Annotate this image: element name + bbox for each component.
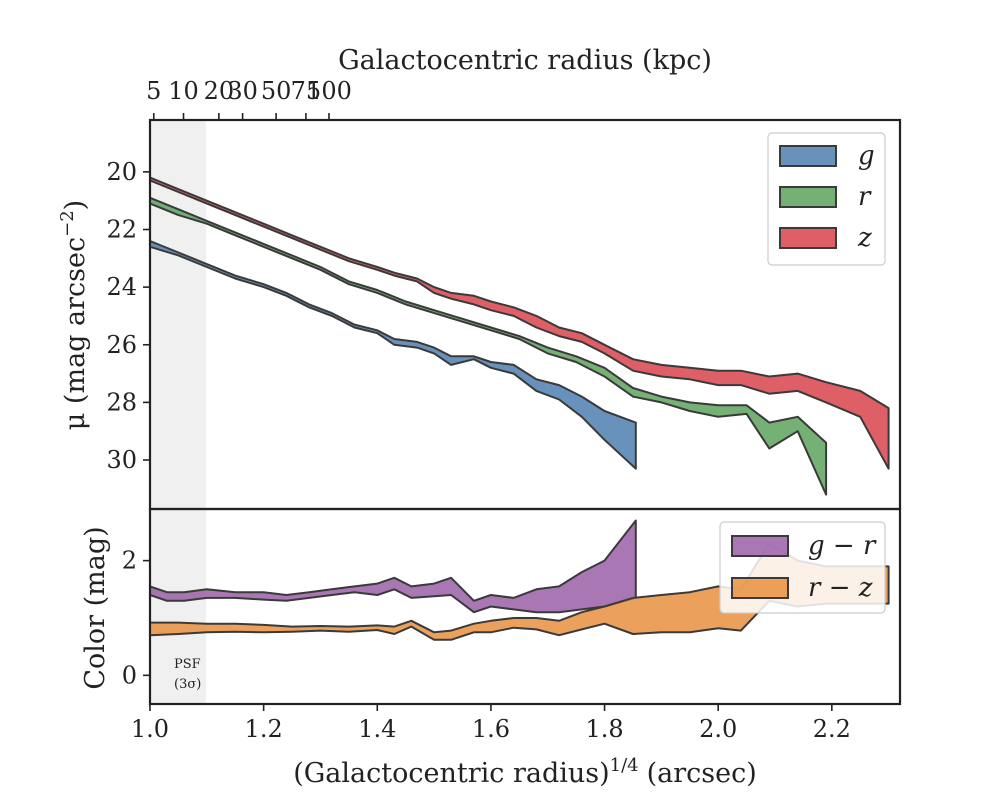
x-tick-label: 2.2 <box>813 715 851 743</box>
x-tick-label: 1.2 <box>245 715 283 743</box>
color-y-tick-label: 0 <box>122 661 137 689</box>
psf-shaded-region-top <box>150 120 206 509</box>
legend-label: r − z <box>808 573 873 603</box>
legend-swatch <box>779 186 837 208</box>
x-tick-label: 1.4 <box>358 715 396 743</box>
kpc-tick-label: 30 <box>227 77 258 105</box>
x-axis: 1.0 1.2 1.4 1.6 1.8 2.0 2.2 <box>131 704 851 743</box>
x-axis-title-main: (Galactocentric radius) <box>293 758 609 789</box>
y-tick-label: 30 <box>106 446 137 474</box>
psf-shaded-region-bottom <box>150 509 206 704</box>
x-axis-title: (Galactocentric radius)1/4 (arcsec) <box>293 755 757 789</box>
top-y-axis-title-end: ) <box>60 200 91 211</box>
kpc-tick-label: 100 <box>306 77 352 105</box>
color-bands <box>149 519 890 641</box>
top-y-axis-title-main: μ (mag arcsec <box>60 237 91 430</box>
legend-label: g − r <box>808 531 877 561</box>
band-area-0 <box>149 240 637 470</box>
legend-colors: g − r r − z <box>719 521 886 614</box>
bottom-y-axis-title: Color (mag) <box>80 526 111 689</box>
kpc-tick-label: 50 <box>261 77 292 105</box>
psf-annotation-line2: (3σ) <box>174 677 201 692</box>
y-tick-label: 26 <box>106 331 137 359</box>
color-area-0 <box>149 519 637 614</box>
legend-label: r <box>858 182 872 212</box>
y-tick-label: 24 <box>106 273 137 301</box>
color-area-1 <box>149 542 890 641</box>
legend-swatch <box>731 535 789 557</box>
x-tick-label: 1.6 <box>472 715 510 743</box>
x-tick-label: 1.8 <box>585 715 623 743</box>
legend-swatch <box>731 577 789 599</box>
x-tick-label: 1.0 <box>131 715 169 743</box>
legend-swatch <box>779 145 837 167</box>
top-panel-y-axis: 20 22 24 26 28 30 <box>106 158 150 474</box>
legend-label: z <box>857 223 872 253</box>
kpc-tick-label: 10 <box>168 77 199 105</box>
kpc-tick-label: 75 <box>291 77 322 105</box>
top-y-axis-title-exponent: −2 <box>57 210 78 237</box>
legend-swatch <box>779 227 837 249</box>
legend-bands: grz <box>767 132 886 266</box>
surface-brightness-bands <box>149 176 890 496</box>
kpc-tick-label: 5 <box>146 77 161 105</box>
y-tick-label: 28 <box>106 388 137 416</box>
band-area-1 <box>149 196 828 496</box>
y-tick-label: 20 <box>106 158 137 186</box>
band-area-2 <box>149 176 890 470</box>
x-tick-label: 2.0 <box>699 715 737 743</box>
psf-annotation-line1: PSF <box>174 657 201 672</box>
x-axis-title-exponent: 1/4 <box>610 755 639 776</box>
bottom-panel-y-axis: 02 <box>122 547 150 689</box>
y-tick-label: 22 <box>106 215 137 243</box>
x-axis-title-unit: (arcsec) <box>647 758 757 789</box>
color-y-tick-label: 2 <box>122 547 137 575</box>
kpc-tick-label: 20 <box>204 77 235 105</box>
top-x-axis-title: Galactocentric radius (kpc) <box>338 45 712 76</box>
bottom-panel-frame <box>148 507 902 706</box>
top-y-axis-title: μ (mag arcsec−2) <box>57 200 91 430</box>
legend-label: g <box>858 141 875 171</box>
